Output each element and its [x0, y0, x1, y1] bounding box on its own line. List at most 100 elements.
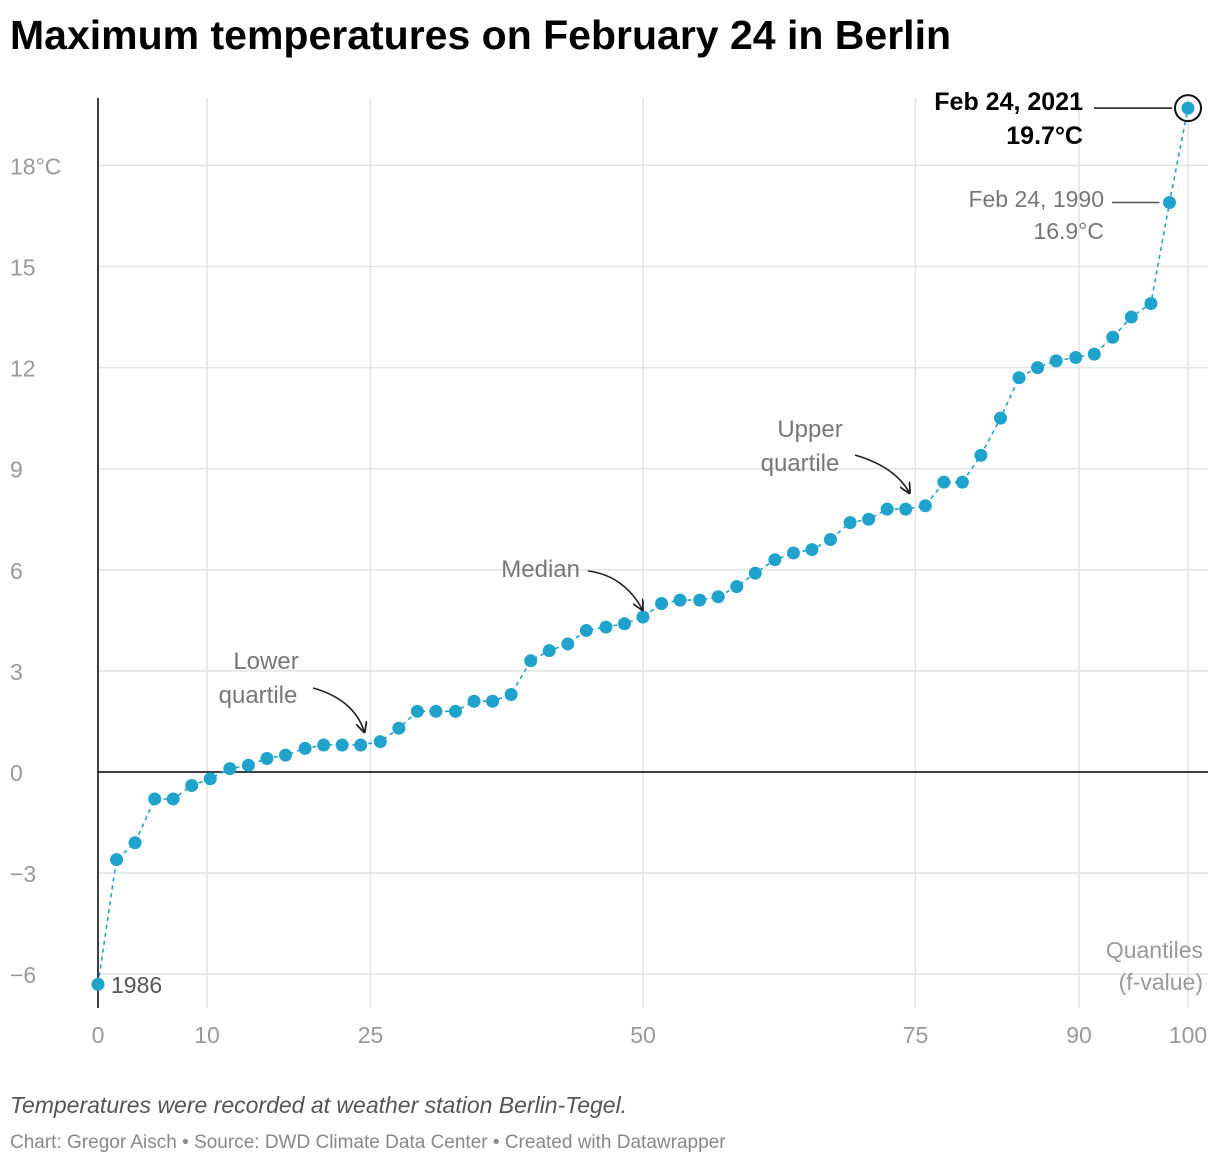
data-point [786, 546, 800, 560]
annotation-median: Median [501, 556, 580, 583]
data-point [166, 792, 180, 806]
data-point [1049, 354, 1063, 368]
data-point [862, 512, 876, 526]
data-point [673, 593, 687, 607]
x-tick-label: 0 [92, 1022, 105, 1048]
data-point [317, 738, 331, 752]
credit-separator: • [492, 1132, 500, 1153]
data-point [1181, 101, 1195, 115]
data-point [748, 566, 762, 580]
data-point [1162, 195, 1176, 209]
data-point [1144, 297, 1158, 311]
x-tick-label: 90 [1066, 1022, 1092, 1048]
data-point [128, 836, 142, 850]
data-point [260, 752, 274, 766]
data-point [561, 637, 575, 651]
data-point [805, 543, 819, 557]
x-tick-label: 25 [358, 1022, 384, 1048]
chart-notes: Temperatures were recorded at weather st… [10, 1092, 628, 1118]
annotation-record-value: 19.7°C [1006, 122, 1083, 150]
data-point [918, 499, 932, 513]
credit-tool: Created with Datawrapper [504, 1132, 726, 1153]
x-tick-label: 100 [1169, 1022, 1207, 1048]
y-tick-label: 18°C [10, 153, 61, 179]
data-point [730, 580, 744, 594]
gridlines [98, 98, 1208, 1008]
annotation-first-point-label: 1986 [111, 972, 162, 998]
data-point [354, 738, 368, 752]
y-tick-label: 12 [10, 356, 36, 382]
y-tick-label: 9 [10, 457, 23, 483]
data-point [429, 704, 443, 718]
chart-credits: Chart: Gregor Aisch • Source: DWD Climat… [10, 1132, 726, 1154]
data-point [91, 977, 105, 991]
data-point [392, 721, 406, 735]
chart-area: −6 −3 0 3 6 9 12 15 18°C 0 10 25 50 75 90 100 1986 Feb … [10, 88, 1208, 1048]
data-point [1069, 350, 1083, 364]
tick-labels: −6 −3 0 3 6 9 12 15 18°C 0 10 25 50 75 90 100 [10, 153, 1207, 1048]
data-point [335, 738, 349, 752]
credit-source: Source: DWD Climate Data Center [194, 1132, 488, 1153]
data-point [504, 687, 518, 701]
data-point [223, 762, 237, 776]
data-point [1012, 371, 1026, 385]
data-point [693, 593, 707, 607]
data-point [880, 502, 894, 516]
series-connector-line [97, 107, 1189, 985]
annotation-upper-quartile-line1: Upper [777, 416, 842, 443]
data-point [974, 448, 988, 462]
data-point [899, 502, 913, 516]
x-axis-title-line2: (f-value) [1119, 969, 1203, 995]
data-point [1087, 347, 1101, 361]
x-tick-label: 10 [194, 1022, 220, 1048]
credit-separator: • [182, 1132, 189, 1153]
data-point [599, 620, 613, 634]
record-highlight-ring [1174, 94, 1202, 123]
data-point [373, 735, 387, 749]
data-point [843, 516, 857, 530]
y-tick-label: 3 [10, 659, 23, 685]
annotation-lower-quartile-line1: Lower [233, 648, 298, 675]
data-point [1106, 330, 1120, 344]
y-tick-label: −3 [10, 861, 36, 887]
data-point [1031, 361, 1045, 375]
data-point [1124, 310, 1138, 324]
median-arrow [587, 570, 642, 609]
annotation-upper-quartile-line2: quartile [761, 450, 840, 477]
data-point [148, 792, 162, 806]
data-point [617, 617, 631, 631]
data-point [449, 704, 463, 718]
data-point [655, 597, 669, 610]
x-tick-label: 75 [903, 1022, 929, 1048]
axes [97, 98, 1208, 1008]
data-point [636, 610, 650, 624]
annotations: 1986 Feb 24, 2021 19.7°C Feb 24, 1990 16… [111, 88, 1203, 998]
x-tick-label: 50 [630, 1022, 656, 1048]
y-tick-label: 15 [10, 255, 36, 281]
data-point [994, 411, 1008, 425]
data-point [524, 654, 538, 668]
data-point [955, 475, 969, 489]
data-point [185, 778, 199, 792]
data-point [241, 758, 255, 772]
upper-quartile-arrow [854, 454, 909, 492]
annotation-second-value: 16.9°C [1033, 218, 1104, 244]
data-point [486, 694, 500, 708]
data-point [410, 704, 424, 718]
data-point [110, 853, 124, 867]
data-point [542, 644, 556, 658]
data-points [91, 101, 1195, 991]
data-point [768, 553, 782, 567]
data-point [579, 623, 593, 637]
lower-quartile-arrow [312, 687, 364, 731]
credit-author: Chart: Gregor Aisch [10, 1132, 177, 1153]
annotation-lower-quartile-line2: quartile [219, 682, 298, 709]
y-tick-label: 6 [10, 558, 23, 584]
y-tick-label: 0 [10, 760, 23, 786]
annotation-record-date: Feb 24, 2021 [934, 88, 1083, 116]
annotation-second-date: Feb 24, 1990 [968, 186, 1104, 212]
data-point [467, 694, 481, 708]
data-point [937, 475, 951, 489]
data-point [203, 772, 217, 786]
data-point [711, 590, 725, 604]
